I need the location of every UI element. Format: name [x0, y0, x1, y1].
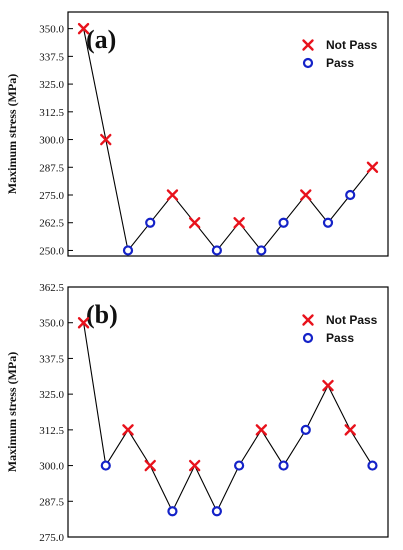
y-tick-label: 350.0 — [39, 24, 64, 36]
not-pass-marker — [366, 161, 379, 173]
y-tick-label: 275.0 — [39, 532, 64, 544]
pass-marker — [211, 506, 222, 517]
not-pass-marker — [144, 459, 156, 472]
not-pass-marker — [322, 379, 334, 392]
not-pass-marker — [77, 317, 90, 329]
y-tick-label: 287.5 — [39, 496, 64, 508]
pass-marker — [345, 189, 356, 201]
not-pass-marker — [188, 459, 201, 472]
legend-pass-marker — [302, 57, 314, 69]
plot-frame — [67, 11, 389, 257]
pass-marker — [234, 460, 245, 471]
chart-panel-1: 250.0 262.5 275.0 287.5 300.0 312.5 325.0 337.5… — [5, 11, 389, 257]
pass-marker — [300, 424, 311, 435]
y-tick-label: 312.5 — [39, 425, 64, 437]
panel-label: (a) — [86, 25, 116, 54]
y-axis-label: Maximum stress (MPa) — [5, 74, 19, 194]
legend-pass-label: Pass — [326, 56, 354, 70]
y-tick-label: 262.5 — [39, 218, 64, 230]
not-pass-marker — [233, 217, 245, 229]
pass-marker — [367, 460, 378, 471]
not-pass-marker — [77, 22, 90, 35]
y-tick-label: 300.0 — [39, 461, 64, 473]
y-tick-label: 325.0 — [39, 79, 64, 91]
y-tick-label: 250.0 — [39, 245, 64, 257]
y-axis-label: Maximum stress (MPa) — [5, 352, 19, 472]
series-line — [83, 322, 373, 513]
pass-marker — [256, 245, 267, 256]
y-tick-label: 312.5 — [39, 107, 64, 119]
not-pass-marker — [344, 424, 356, 436]
not-pass-marker — [188, 217, 201, 229]
pass-marker — [278, 460, 289, 471]
plot-frame — [67, 286, 389, 538]
pass-marker — [122, 245, 134, 256]
y-tick-label: 362.5 — [39, 282, 64, 294]
pass-marker — [322, 217, 334, 228]
legend: Not Pass Pass — [302, 38, 378, 70]
not-pass-marker — [255, 424, 268, 436]
legend-not-pass-label: Not Pass — [326, 38, 378, 52]
not-pass-marker — [300, 189, 312, 201]
y-tick-label: 300.0 — [39, 135, 64, 147]
pass-marker — [211, 245, 222, 256]
pass-marker — [167, 506, 178, 517]
pass-marker — [145, 217, 156, 228]
not-pass-marker — [100, 133, 112, 146]
pass-marker — [278, 217, 289, 228]
series-line — [83, 28, 373, 252]
y-tick-label: 350.0 — [39, 318, 64, 330]
not-pass-marker — [166, 189, 179, 201]
pass-marker — [100, 460, 111, 471]
legend-not-pass-label: Not Pass — [326, 313, 378, 327]
y-tick-label: 337.5 — [39, 51, 64, 63]
not-pass-marker — [122, 424, 134, 436]
y-tick-label: 287.5 — [39, 162, 64, 174]
legend-pass-marker — [302, 332, 314, 344]
legend-not-pass-marker — [302, 39, 314, 51]
panel-label: (b) — [86, 300, 118, 329]
legend-not-pass-marker — [302, 314, 314, 326]
legend: Not Pass Pass — [302, 313, 378, 345]
y-tick-label: 325.0 — [39, 389, 64, 401]
y-tick-label: 337.5 — [39, 353, 64, 365]
legend-pass-label: Pass — [326, 331, 354, 345]
chart-panel-2: 275.0 287.5 300.0 312.5 325.0 337.5 350.0 362.5… — [5, 282, 389, 544]
y-tick-label: 275.0 — [39, 190, 64, 202]
